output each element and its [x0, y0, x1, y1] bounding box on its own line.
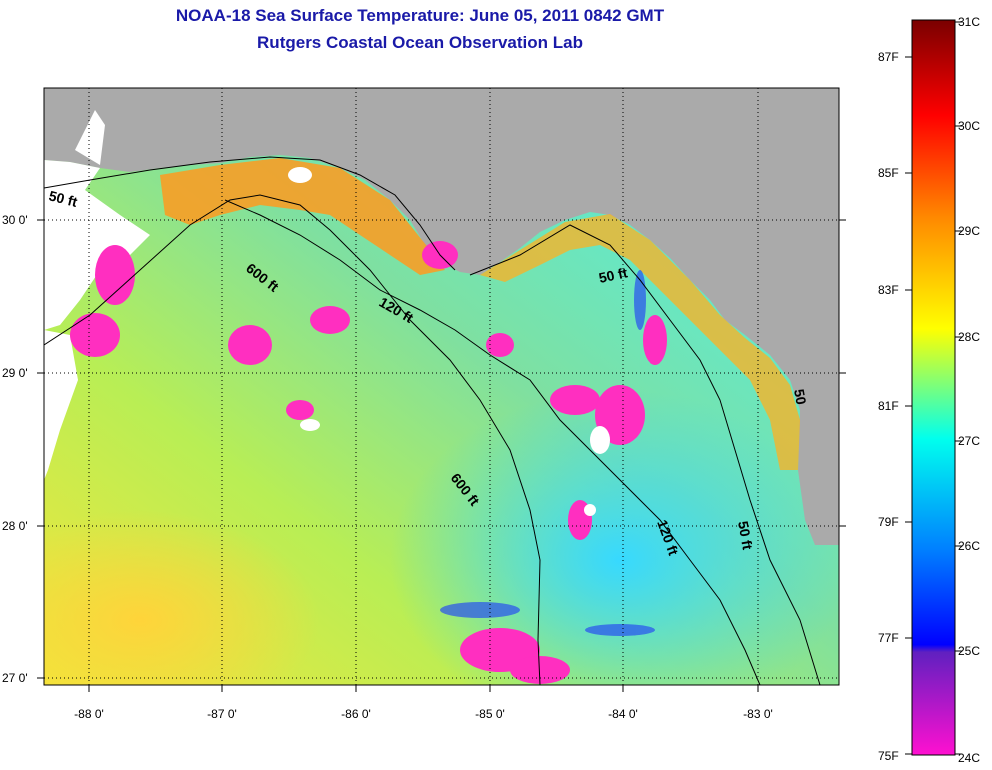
lon-label: -84 0' — [608, 707, 638, 721]
lat-label: 29 0' — [2, 366, 28, 380]
colorbar-label-f: 85F — [878, 166, 899, 180]
lon-label: -86 0' — [341, 707, 371, 721]
colorbar-label-f: 81F — [878, 399, 899, 413]
isobath-label: 50 ft — [597, 264, 629, 286]
white-cloud-spots — [288, 167, 610, 516]
lon-label: -83 0' — [743, 707, 773, 721]
colorbar-label-f: 79F — [878, 515, 899, 529]
lon-label: -88 0' — [74, 707, 104, 721]
longitude-labels: -88 0' -87 0' -86 0' -85 0' -84 0' -83 0… — [74, 707, 773, 721]
map-panel — [44, 88, 839, 685]
lat-label: 30 0' — [2, 213, 28, 227]
colorbar-label-f: 87F — [878, 50, 899, 64]
cloud-mask-nw — [44, 160, 150, 330]
isobath-label: 50 — [791, 388, 809, 406]
lon-label: -85 0' — [475, 707, 505, 721]
lon-label: -87 0' — [207, 707, 237, 721]
warm-water-region — [44, 510, 320, 685]
colorbar-label-c: 26C — [958, 539, 980, 553]
grid-lines — [44, 88, 839, 685]
colorbar-label-c: 27C — [958, 434, 980, 448]
map-subtitle: Rutgers Coastal Ocean Observation Lab — [257, 33, 583, 52]
cloud-mask-bay — [75, 110, 105, 165]
colorbar-label-c: 31C — [958, 15, 980, 29]
tick-marks — [37, 219, 846, 692]
lat-label: 27 0' — [2, 671, 28, 685]
isobath-label: 50 ft — [735, 520, 756, 551]
colorbar-label-f: 77F — [878, 631, 899, 645]
map-frame — [43, 87, 840, 686]
isobath-contours — [44, 156, 821, 685]
celsius-labels: 31C 30C 29C 28C 27C 26C 25C 24C — [958, 15, 980, 765]
cold-water-streaks — [440, 270, 655, 636]
latitude-labels: 30 0' 29 0' 28 0' 27 0' — [2, 213, 28, 685]
colorbar-ticks — [905, 21, 962, 755]
warm-shelf-band — [480, 214, 800, 470]
colorbar-label-c: 29C — [958, 224, 980, 238]
colorbar-label-c: 25C — [958, 644, 980, 658]
warm-nearshore-band — [160, 158, 445, 275]
isobath-label: 50 ft — [47, 187, 79, 210]
cloud-mask-west — [44, 330, 78, 480]
land-mass — [44, 88, 839, 545]
fahrenheit-labels: 87F 85F 83F 81F 79F 77F 75F — [878, 50, 899, 763]
lat-label: 28 0' — [2, 519, 28, 533]
colorbar-label-f: 83F — [878, 283, 899, 297]
colorbar-gradient — [911, 19, 956, 756]
map-title: NOAA-18 Sea Surface Temperature: June 05… — [175, 6, 665, 25]
colorbar-label-c: 30C — [958, 119, 980, 133]
colorbar-label-f: 75F — [878, 749, 899, 763]
colorbar-label-c: 24C — [958, 751, 980, 765]
colorbar-label-c: 28C — [958, 330, 980, 344]
temperature-colorbar: 87F 85F 83F 81F 79F 77F 75F 31C 30C 29C … — [878, 15, 980, 765]
